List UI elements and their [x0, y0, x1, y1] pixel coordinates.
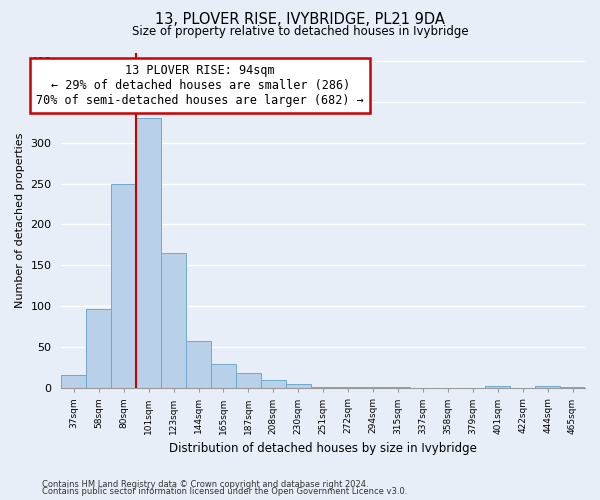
Bar: [236, 372, 261, 388]
Bar: [485, 386, 510, 388]
Text: 13, PLOVER RISE, IVYBRIDGE, PL21 9DA: 13, PLOVER RISE, IVYBRIDGE, PL21 9DA: [155, 12, 445, 28]
Y-axis label: Number of detached properties: Number of detached properties: [15, 132, 25, 308]
Bar: [261, 380, 286, 388]
Bar: [211, 364, 236, 388]
Text: Size of property relative to detached houses in Ivybridge: Size of property relative to detached ho…: [131, 25, 469, 38]
Bar: [111, 184, 136, 388]
Bar: [61, 375, 86, 388]
Bar: [560, 386, 585, 388]
Text: Contains HM Land Registry data © Crown copyright and database right 2024.: Contains HM Land Registry data © Crown c…: [42, 480, 368, 489]
Bar: [161, 253, 186, 388]
Bar: [186, 341, 211, 388]
X-axis label: Distribution of detached houses by size in Ivybridge: Distribution of detached houses by size …: [169, 442, 477, 455]
Text: 13 PLOVER RISE: 94sqm
← 29% of detached houses are smaller (286)
70% of semi-det: 13 PLOVER RISE: 94sqm ← 29% of detached …: [36, 64, 364, 108]
Bar: [311, 386, 335, 388]
Text: Contains public sector information licensed under the Open Government Licence v3: Contains public sector information licen…: [42, 488, 407, 496]
Bar: [86, 309, 111, 388]
Bar: [286, 384, 311, 388]
Bar: [535, 386, 560, 388]
Bar: [136, 118, 161, 388]
